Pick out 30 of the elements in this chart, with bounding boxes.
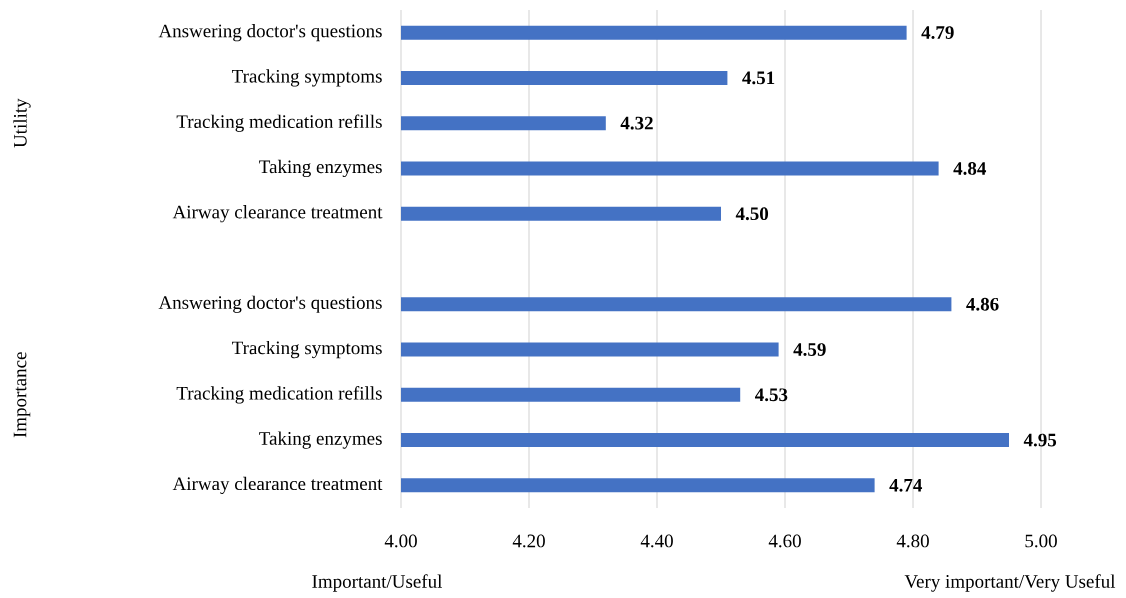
x-tick-label: 4.40 — [640, 534, 673, 548]
data-label: 4.59 — [793, 343, 826, 356]
data-label: 4.74 — [889, 478, 923, 492]
x-tick-label: 4.20 — [512, 534, 545, 548]
data-label: 4.79 — [921, 26, 954, 40]
data-label: 4.95 — [1023, 433, 1057, 447]
text: Utility — [13, 98, 31, 148]
x-tick-label: 5.00 — [1025, 534, 1057, 548]
data-label: 4.51 — [742, 71, 775, 85]
text: Important/Useful — [312, 574, 443, 592]
y-tick-label: Airway clearance treatment — [172, 205, 383, 223]
text: Importance — [13, 352, 31, 438]
x-tick-label: 4.80 — [896, 534, 929, 548]
y-tick-label: Tracking medication refills — [176, 114, 382, 132]
y-tick-label: Answering doctor's questions — [158, 24, 382, 42]
text: Very important/Very Useful — [904, 574, 1116, 592]
y-tick-label: Taking enzymes — [259, 431, 382, 449]
data-label: 4.50 — [735, 207, 769, 221]
data-label: 4.84 — [953, 162, 987, 175]
data-label: 4.32 — [620, 116, 653, 130]
x-tick-label: 4.00 — [384, 534, 417, 548]
y-tick-label: Answering doctor's questions — [158, 295, 382, 313]
y-tick-label: Airway clearance treatment — [172, 476, 383, 495]
y-tick-label: Tracking symptoms — [232, 340, 382, 359]
data-label: 4.53 — [755, 388, 788, 402]
y-tick-label: Tracking medication refills — [176, 386, 382, 404]
y-tick-label: Taking enzymes — [259, 159, 382, 178]
y-tick-label: Tracking symptoms — [232, 69, 382, 87]
x-tick-label: 4.60 — [768, 534, 801, 548]
data-label: 4.86 — [966, 297, 999, 311]
